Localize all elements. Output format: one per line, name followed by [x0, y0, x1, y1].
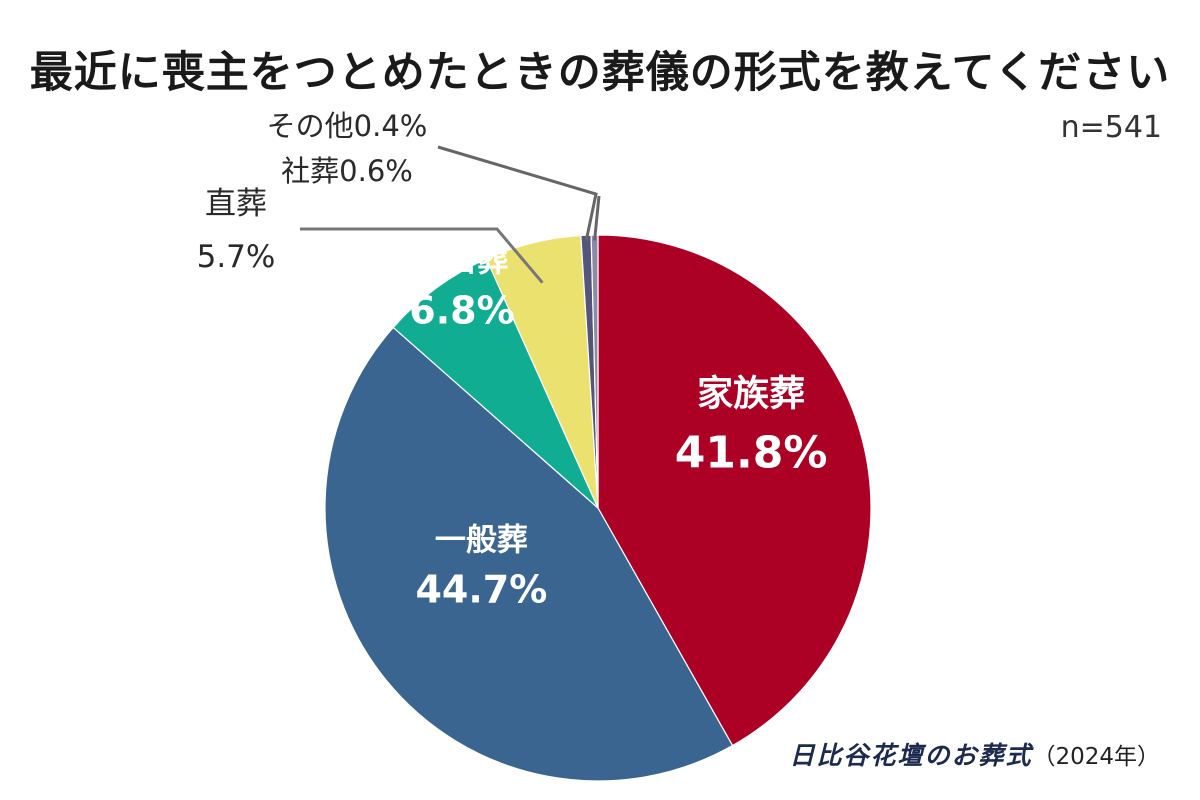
leader-line-5 — [593, 195, 601, 241]
slice-label-2: 一日葬 6.8% — [409, 243, 514, 332]
pie-slice-1 — [324, 326, 734, 782]
pie-slice-0 — [597, 234, 872, 747]
slice-name-1: 一般葬 — [435, 523, 528, 559]
source-year: （2024年） — [1032, 744, 1160, 770]
leader-lines — [300, 145, 601, 284]
sample-size: n=541 — [1060, 110, 1162, 145]
source-credit: 日比谷花壇のお葬式（2024年） — [789, 736, 1160, 772]
slice-value-2: 6.8% — [409, 288, 514, 332]
slice-labels: 家族葬 41.8% 一般葬 44.7% 一日葬 6.8% 直葬 5.7% その他0.4% 社葬0.… — [197, 109, 828, 612]
slice-label-1: 一般葬 44.7% — [415, 523, 547, 612]
leader-line-4 — [437, 145, 598, 242]
slice-name-2: 一日葬 — [416, 243, 509, 279]
slice-name-3: 直葬 — [205, 186, 267, 222]
slice-label-4: 社葬0.6% — [281, 154, 413, 188]
slice-name-0: 家族葬 — [697, 374, 805, 415]
leader-line-3 — [300, 227, 544, 284]
slice-value-3: 5.7% — [197, 239, 276, 275]
slice-value-1: 44.7% — [415, 568, 547, 612]
pie-slice-2 — [392, 258, 599, 509]
chart-title: 最近に喪主をつとめたときの葬儀の形式を教えてください — [29, 48, 1171, 98]
slice-value-0: 41.8% — [675, 428, 828, 479]
pie-slices — [324, 234, 872, 782]
slice-label-5: その他0.4% — [267, 109, 428, 143]
slice-label-0: 家族葬 41.8% — [675, 374, 828, 479]
source-brand: 日比谷花壇のお葬式 — [789, 741, 1033, 770]
